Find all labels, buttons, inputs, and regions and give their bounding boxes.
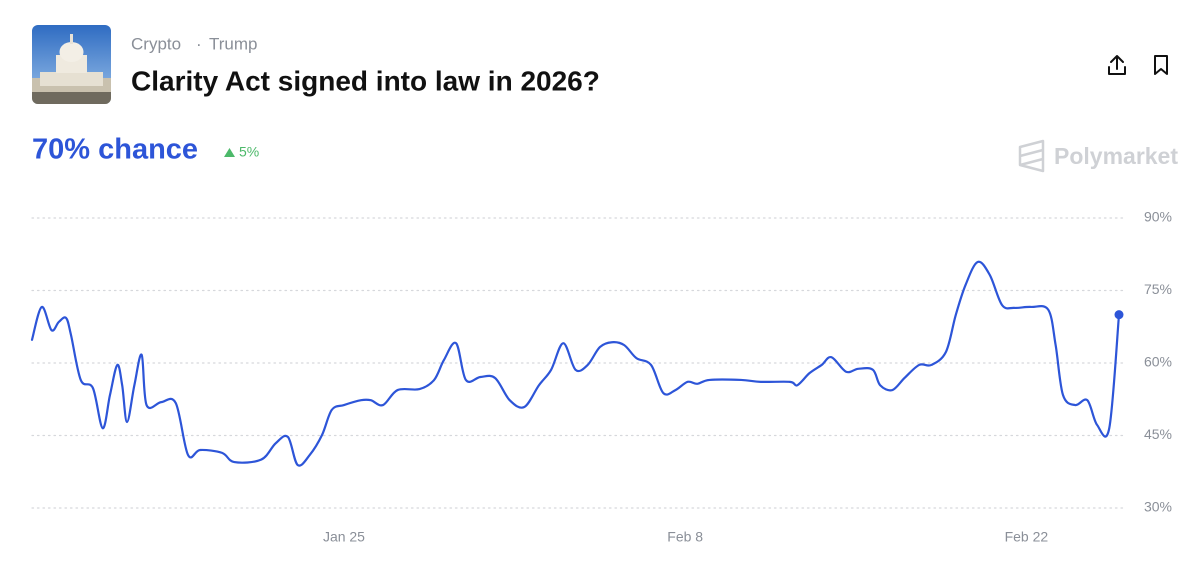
bookmark-button[interactable]: [1154, 55, 1168, 75]
tag: Crypto: [131, 34, 181, 53]
current-point: [1114, 310, 1124, 320]
market-title: Clarity Act signed into law in 2026?: [131, 65, 600, 96]
brand-logo: [1018, 139, 1045, 173]
share-button[interactable]: [1108, 55, 1126, 75]
x-tick-label: Feb 8: [667, 529, 703, 545]
change: 5%: [239, 144, 259, 160]
chance: 70% chance: [32, 134, 198, 166]
tag: Trump: [209, 34, 258, 53]
y-tick-label: 90%: [1144, 209, 1172, 225]
market-image: [32, 25, 111, 104]
y-tick-label: 75%: [1144, 281, 1172, 297]
x-tick-label: Jan 25: [323, 529, 365, 545]
change-arrow: [224, 148, 235, 157]
y-tick-label: 60%: [1144, 354, 1172, 370]
x-tick-label: Feb 22: [1005, 529, 1049, 545]
brand-name: Polymarket: [1054, 143, 1178, 169]
tag-separator: ·: [196, 34, 202, 53]
price-line: [30, 260, 1121, 467]
y-tick-label: 45%: [1144, 426, 1172, 442]
y-tick-label: 30%: [1144, 499, 1172, 515]
